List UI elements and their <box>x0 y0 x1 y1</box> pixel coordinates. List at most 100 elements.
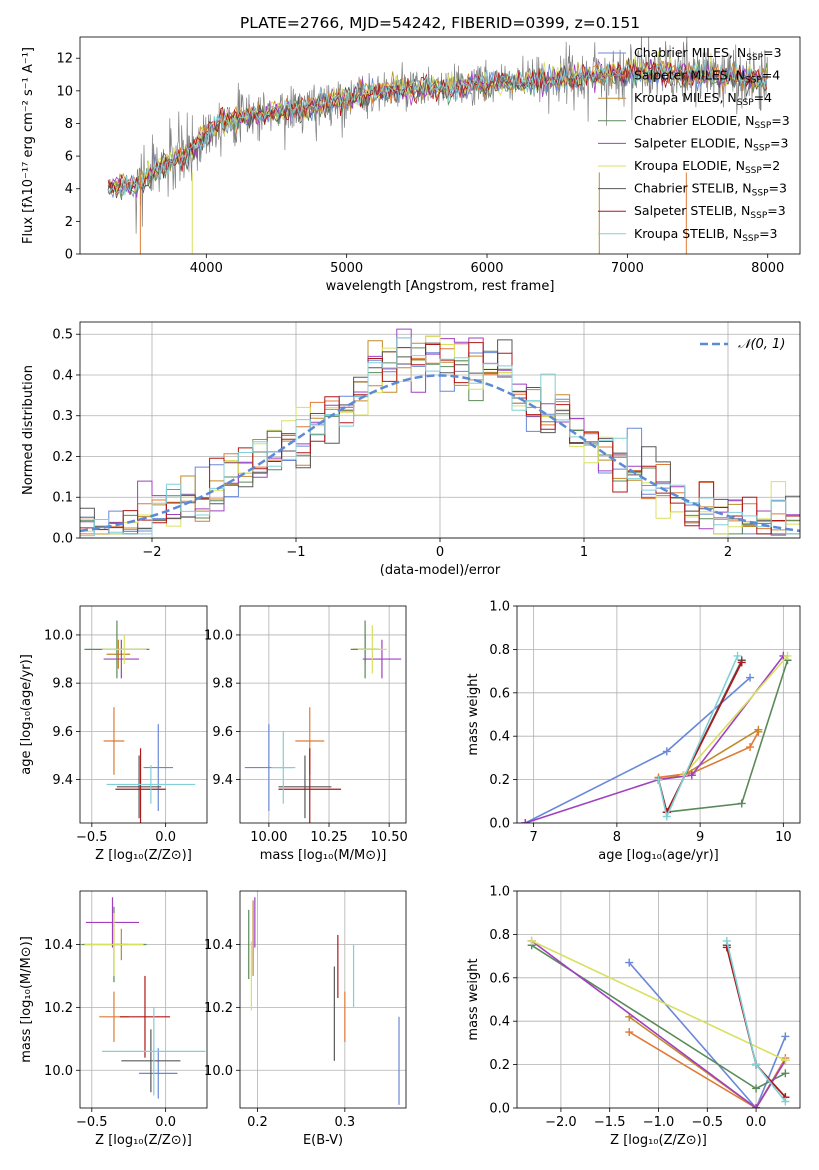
chart-4: 7 8 9 10 0.0 0.2 0.4 0.6 0.8 1.0 age [log₁₀(age/yr… <box>466 600 801 863</box>
legend-suffix: =3 <box>759 226 777 241</box>
y-tick-label: 12 <box>56 52 73 67</box>
y-tick-label: 10.4 <box>44 938 73 953</box>
legend-suffix: =3 <box>769 181 787 196</box>
legend-suffix: =4 <box>762 68 780 83</box>
chart-2: −0.5 0.0 9.4 9.6 9.8 10.0 Z [log₁₀(Z/Z⊙)] age [… <box>19 605 208 863</box>
axes-frame <box>79 890 208 1109</box>
legend-suffix: =2 <box>762 158 780 173</box>
plot-area <box>521 651 792 823</box>
y-tick-label: 9.8 <box>212 677 233 692</box>
y-tick-label: 0.1 <box>52 491 73 506</box>
x-tick-label: 7 <box>530 830 538 845</box>
y-tick-label: 10.2 <box>204 1001 233 1016</box>
series-marker <box>783 651 792 660</box>
x-tick-label: 0.0 <box>155 830 176 845</box>
series-marker <box>781 1069 790 1078</box>
axes-frame <box>239 890 407 1109</box>
y-tick-label: 0.2 <box>489 1058 510 1073</box>
model-spectrum-7 <box>107 61 767 195</box>
x-tick-label: 6000 <box>470 261 503 276</box>
legend-prefix: Kroupa STELIB, N <box>634 226 742 241</box>
series-marker <box>746 743 755 752</box>
series-marker <box>687 771 696 780</box>
x-axis-label: mass [log₁₀(M/M⊙)] <box>260 848 387 863</box>
legend-sub: SSP <box>750 211 767 221</box>
y-tick-label: 4 <box>65 182 73 197</box>
legend-entry: Chabrier ELODIE, NSSP=3 <box>634 113 790 131</box>
series-line-5 <box>531 940 786 1062</box>
y-tick-label: 0.4 <box>489 730 510 745</box>
axes-frame <box>516 890 801 1109</box>
chart-title: PLATE=2766, MJD=54242, FIBERID=0399, z=0… <box>240 14 640 32</box>
chart-6: 0.2 0.3 10.0 10.2 10.4 E(B-V) <box>204 890 407 1148</box>
y-tick-label: 0.3 <box>52 409 73 424</box>
series-marker <box>752 1104 761 1108</box>
legend-entry: Salpeter ELODIE, NSSP=3 <box>634 135 788 153</box>
x-tick-label: 0.3 <box>334 1115 355 1130</box>
plot-area <box>527 936 790 1108</box>
legend-sub: SSP <box>745 76 762 86</box>
series-line-4 <box>525 655 785 823</box>
series-marker <box>781 1097 790 1106</box>
x-tick-label: −2.0 <box>545 1115 577 1130</box>
y-tick-label: 0.8 <box>489 643 510 658</box>
x-tick-label: 10.00 <box>250 830 287 845</box>
model-spectrum-5 <box>107 51 767 195</box>
y-tick-label: 0.6 <box>489 686 510 701</box>
x-tick-label: 5000 <box>330 261 363 276</box>
x-tick-label: 10.25 <box>310 830 347 845</box>
legend-suffix: =3 <box>767 203 785 218</box>
y-tick-label: 9.8 <box>52 677 73 692</box>
y-tick-label: 0.0 <box>489 817 510 832</box>
series-marker <box>737 799 746 808</box>
axes-frame <box>79 36 801 255</box>
series-marker <box>722 936 731 945</box>
normal-curve <box>80 374 800 533</box>
legend-entry: Kroupa STELIB, NSSP=3 <box>634 226 778 244</box>
plot-area <box>81 897 206 1099</box>
legend-sub: SSP <box>754 121 771 131</box>
plot-area <box>84 620 196 823</box>
y-axis-label: mass weight <box>466 673 481 755</box>
legend-sub: SSP <box>742 234 759 244</box>
chart-3: 10.00 10.25 10.50 9.4 9.6 9.8 10.0 mass [log₁₀(… <box>204 605 408 863</box>
series-line-0 <box>628 962 787 1108</box>
x-axis-label: E(B-V) <box>303 1133 343 1148</box>
plot-area <box>244 620 402 823</box>
legend-prefix: Chabrier MILES, N <box>634 45 746 60</box>
x-axis-label: (data-model)/error <box>380 563 501 578</box>
series-marker <box>752 1060 761 1069</box>
x-axis-label: wavelength [Angstrom, rest frame] <box>326 279 555 294</box>
x-tick-label: −1 <box>286 545 305 560</box>
x-tick-label: 2 <box>724 545 732 560</box>
series-marker <box>781 1032 790 1041</box>
y-tick-label: 10.0 <box>44 1064 73 1079</box>
x-axis-label: age [log₁₀(age/yr)] <box>598 848 719 863</box>
y-tick-label: 10 <box>56 84 73 99</box>
series-line-0 <box>524 677 751 823</box>
plot-area <box>107 37 769 254</box>
axes-frame <box>516 605 801 824</box>
histogram-series-8 <box>80 337 800 537</box>
x-tick-label: 0.0 <box>746 1115 767 1130</box>
x-tick-label: 8 <box>613 830 621 845</box>
series-marker <box>654 775 663 784</box>
y-tick-label: 10.0 <box>204 1064 233 1079</box>
y-tick-label: 9.6 <box>52 725 73 740</box>
chart-5: −0.5 0.0 10.0 10.2 10.4 Z [log₁₀(Z/Z⊙)] mass [… <box>19 890 208 1148</box>
series-marker <box>746 673 755 682</box>
x-axis-label: Z [log₁₀(Z/Z⊙)] <box>610 1133 707 1148</box>
series-marker <box>662 747 671 756</box>
series-marker <box>625 1028 634 1037</box>
y-tick-label: 10.0 <box>44 628 73 643</box>
series-line-5 <box>682 655 789 776</box>
axes-frame <box>79 605 208 824</box>
series-marker <box>737 658 746 667</box>
legend-sub: SSP <box>745 166 762 176</box>
chart-7: −2.0 −1.5 −1.0 −0.5 0.0 0.0 0.2 0.4 0.6 0.8 1.0 Z [… <box>466 885 801 1148</box>
y-tick-label: 2 <box>65 215 73 230</box>
legend-sub: SSP <box>737 98 754 108</box>
legend-entry: Kroupa ELODIE, NSSP=2 <box>634 158 780 176</box>
